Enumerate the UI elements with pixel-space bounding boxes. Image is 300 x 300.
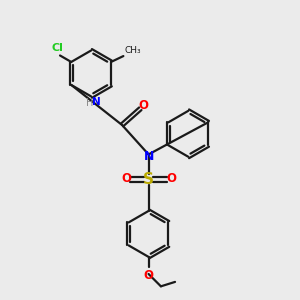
Text: H: H — [85, 98, 93, 109]
Text: O: O — [121, 172, 131, 185]
Text: O: O — [166, 172, 176, 185]
Text: O: O — [143, 269, 154, 282]
Text: N: N — [144, 150, 154, 163]
Text: CH₃: CH₃ — [125, 46, 142, 55]
Text: N: N — [92, 97, 101, 107]
Text: Cl: Cl — [52, 43, 64, 53]
Text: O: O — [139, 99, 149, 112]
Text: S: S — [143, 172, 154, 187]
